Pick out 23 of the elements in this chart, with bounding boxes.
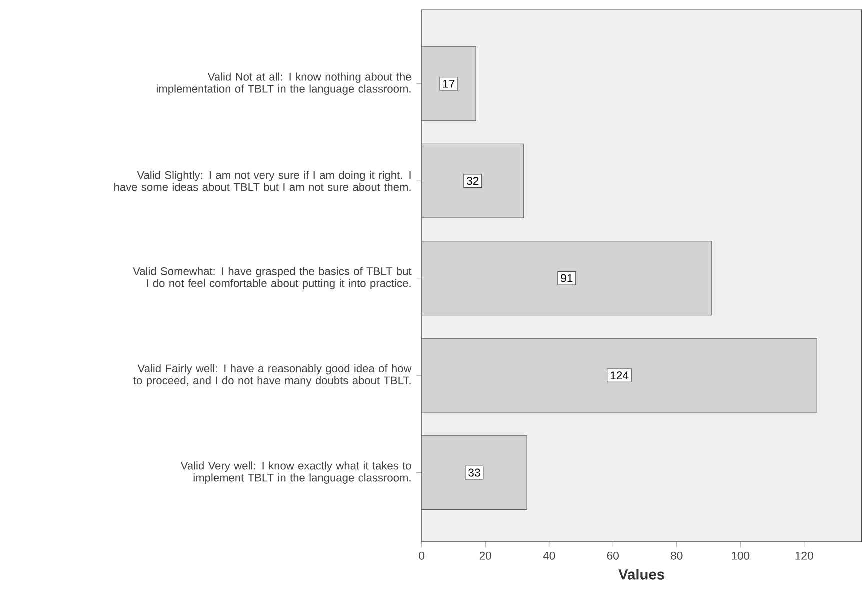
x-tick-label: 100: [732, 552, 750, 560]
data-label: 33: [468, 468, 480, 477]
data-label: 124: [610, 372, 629, 380]
x-tick-label: 60: [607, 552, 619, 560]
x-tick-label: 120: [796, 552, 814, 560]
y-tick-label: Valid Very well: I know exactly what it takes to implement TBLT in the language classroom.: [180, 462, 412, 484]
x-tick-label: 20: [480, 552, 492, 560]
data-label: 32: [467, 177, 479, 186]
bar: [422, 338, 818, 413]
bar: [422, 144, 524, 218]
x-tick-label: 80: [671, 552, 683, 560]
bar: [422, 241, 712, 316]
bar: [422, 46, 476, 122]
x-tick-label: 40: [543, 552, 556, 560]
y-tick-label: Valid Fairly well: I have a reasonably good idea of how to proceed, and I do not have many doubts about TBLT.: [134, 364, 412, 387]
bar: [422, 436, 528, 510]
data-label: 91: [561, 274, 573, 282]
y-tick-label: Valid Not at all: I know nothing about the implementation of TBLT in the language classroom.: [156, 72, 412, 96]
y-tick-label: Valid Somewhat: I have grasped the basics of TBLT but I do not feel comfortable about putting it into practice.: [133, 267, 412, 290]
x-tick-label: 0: [419, 552, 425, 560]
x-axis-title: Values: [618, 569, 664, 580]
data-label: 17: [444, 80, 455, 88]
y-tick-label: Valid Slightly: I am not very sure if I am doing it right. I have some ideas about TBLT but I am not sure about them.: [114, 171, 411, 192]
